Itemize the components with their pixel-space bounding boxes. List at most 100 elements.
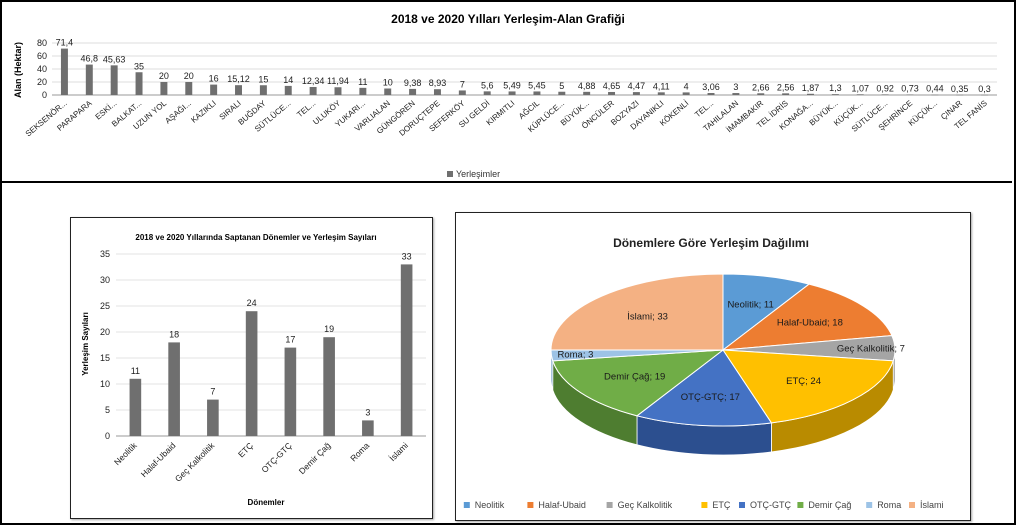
area-chart-bar <box>657 92 665 95</box>
area-chart-value-label: 5,6 <box>481 80 494 90</box>
area-chart-category-label: KIRMITLI <box>485 99 517 128</box>
area-chart-value-label: 15 <box>258 74 268 84</box>
area-chart-value-label: 11 <box>358 77 367 87</box>
area-chart-value-label: 11,94 <box>327 76 349 86</box>
area-chart-value-label: 2,66 <box>752 82 770 92</box>
pie-legend-swatch <box>527 502 534 508</box>
area-chart-bar <box>458 90 466 95</box>
area-chart-value-label: 1,3 <box>829 83 842 93</box>
periods-chart-value-label: 17 <box>285 335 295 345</box>
area-chart-bar <box>210 84 218 95</box>
pie-legend-swatch <box>739 502 745 508</box>
area-chart-category-label: SEKSENÖR... <box>24 99 69 139</box>
pie-legend-label: Halaf-Ubaid <box>538 500 586 510</box>
area-bar-chart: 2018 ve 2020 Yılları Yerleşim-Alan Grafi… <box>13 12 997 179</box>
area-chart-value-label: 3,06 <box>702 82 720 92</box>
periods-chart-bar <box>168 342 180 436</box>
periods-chart-ytick: 10 <box>100 379 110 389</box>
pie-legend-label: Demir Çağ <box>808 500 851 510</box>
area-chart-value-label: 0,92 <box>876 83 894 93</box>
area-chart-bar <box>85 64 93 95</box>
pie-data-label: Demir Çağ; 19 <box>604 371 665 382</box>
area-chart-bar <box>359 87 367 95</box>
area-chart-value-label: 4 <box>684 81 689 91</box>
periods-chart-category-label: Roma <box>348 440 371 463</box>
area-chart-bar <box>110 65 118 95</box>
area-chart-value-label: 20 <box>159 71 169 81</box>
pie-legend-label: Roma <box>877 500 901 510</box>
area-chart-value-label: 5 <box>559 81 564 91</box>
pie-legend-swatch <box>797 502 804 508</box>
pie-legend-swatch <box>463 502 470 508</box>
periods-chart-ytick: 35 <box>100 249 110 259</box>
periods-chart-category-label: OTÇ-GTÇ <box>259 440 293 474</box>
periods-chart-value-label: 18 <box>169 329 179 339</box>
pie-data-label: Halaf-Ubaid; 18 <box>777 318 843 329</box>
area-chart-bar <box>409 88 417 95</box>
periods-chart-bar <box>284 347 297 436</box>
area-chart-bar <box>334 87 342 95</box>
pie-data-label: Geç Kalkolitik; 7 <box>837 343 905 354</box>
area-chart-bar <box>931 94 939 96</box>
area-chart-bar <box>508 91 516 95</box>
periods-chart-ytick: 5 <box>105 405 110 415</box>
area-chart-bar <box>235 85 242 95</box>
area-chart-value-label: 15,12 <box>227 74 250 84</box>
periods-chart-ylabel: Yerleşim Sayıları <box>81 312 90 376</box>
area-chart-legend: Yerleşimler <box>447 169 500 179</box>
area-chart-bar <box>558 91 566 95</box>
area-chart-value-label: 2,56 <box>777 82 795 92</box>
area-chart-value-label: 5,49 <box>503 80 521 90</box>
area-chart-value-label: 4,47 <box>628 81 646 91</box>
area-chart-value-label: 71,4 <box>56 38 74 48</box>
periods-chart-bar <box>362 420 374 436</box>
pie-legend-label: OTÇ-GTÇ <box>750 500 791 510</box>
area-chart-value-label: 5,45 <box>528 80 546 90</box>
area-chart-category-label: AŞAĞI... <box>163 99 193 126</box>
pie-data-label: ETÇ; 24 <box>786 376 821 387</box>
area-chart-value-label: 46,8 <box>81 54 99 64</box>
area-chart-bar <box>533 91 541 95</box>
periods-chart-value-label: 33 <box>402 251 412 261</box>
area-chart-value-label: 4,88 <box>578 81 596 91</box>
area-chart-ytick: 60 <box>37 51 47 61</box>
periods-chart-value-label: 19 <box>324 324 334 334</box>
area-chart-ylabel: Alan (Hektar) <box>13 42 23 98</box>
pie-legend-swatch <box>606 502 613 508</box>
pie-legend-swatch <box>909 502 915 508</box>
periods-chart-category-label: Neolitik <box>112 440 139 467</box>
area-chart-bar <box>807 93 814 95</box>
area-chart-bar <box>707 93 715 95</box>
periods-chart-value-label: 3 <box>365 407 370 417</box>
area-chart-value-label: 0,3 <box>978 84 991 94</box>
area-chart-bar <box>384 88 392 95</box>
periods-chart-bar <box>245 311 258 436</box>
periods-chart-xlabel: Dönemler <box>248 498 285 507</box>
pie-slice <box>722 349 894 424</box>
area-chart-value-label: 7 <box>460 79 465 89</box>
area-chart-value-label: 3 <box>733 82 738 92</box>
area-chart-bar <box>259 85 267 95</box>
area-chart-bar <box>160 82 168 95</box>
area-chart-bar <box>583 91 591 95</box>
area-chart-bar <box>483 91 491 95</box>
area-chart-value-label: 4,65 <box>603 81 621 91</box>
area-chart-bar <box>732 93 740 95</box>
pie-legend-swatch <box>701 502 708 508</box>
periods-chart-category-label: Halaf-Ubaid <box>139 440 178 479</box>
area-chart-value-label: 1,87 <box>802 83 820 93</box>
area-chart-category-label: KAZIKLI <box>189 99 218 125</box>
pie-slice <box>552 349 725 417</box>
pie-legend-swatch <box>866 502 873 508</box>
periods-chart-bar <box>400 264 413 436</box>
area-chart-value-label: 20 <box>184 71 194 81</box>
area-chart-bar <box>284 85 292 95</box>
periods-chart-category-label: İslami <box>387 440 410 463</box>
area-chart-value-label: 45,63 <box>103 54 126 64</box>
periods-chart-title: 2018 ve 2020 Yıllarında Saptanan Dönemle… <box>135 233 376 242</box>
pie-data-label: İslami; 33 <box>627 312 668 323</box>
periods-chart-bar <box>207 399 219 436</box>
area-chart-value-label: 0,73 <box>901 84 919 94</box>
area-chart-title: 2018 ve 2020 Yılları Yerleşim-Alan Grafi… <box>391 12 625 26</box>
area-chart-ytick: 20 <box>37 77 47 87</box>
